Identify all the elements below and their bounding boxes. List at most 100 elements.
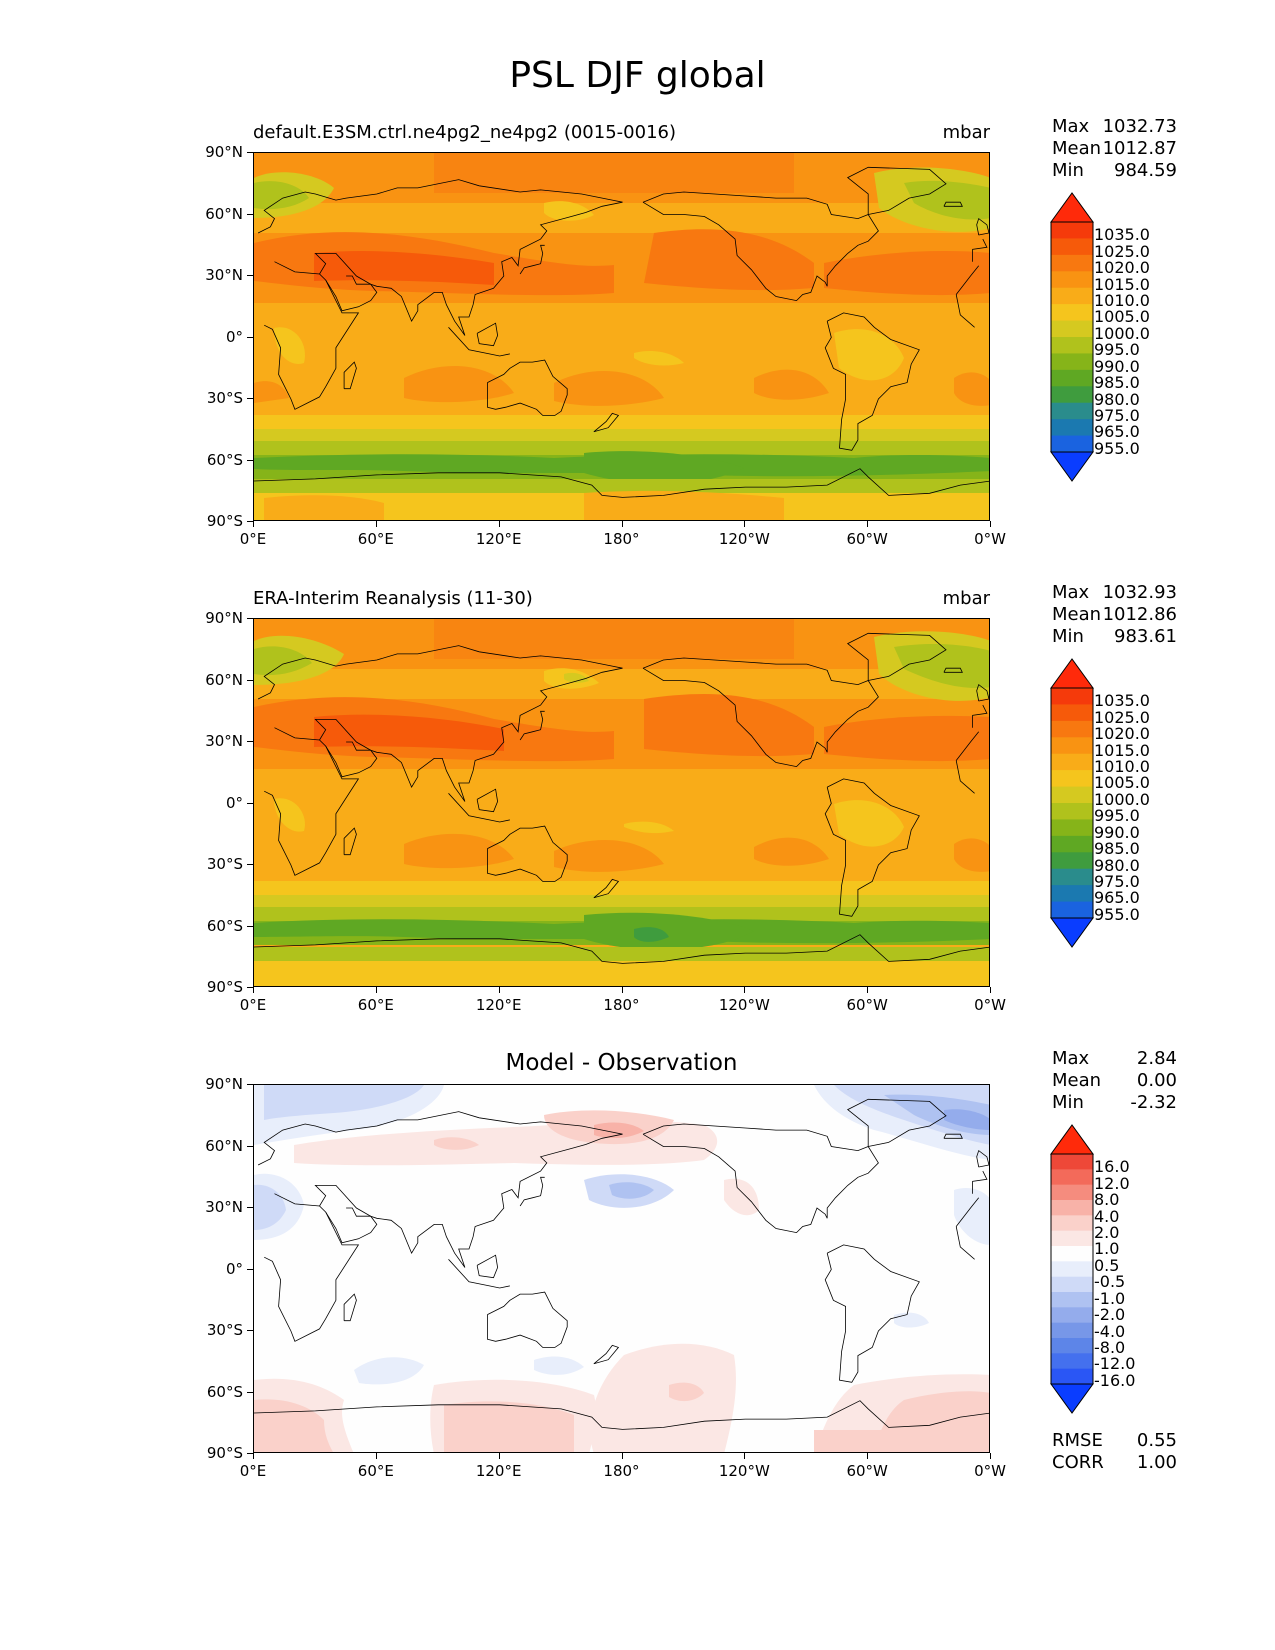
coastline [448, 793, 510, 823]
colorbar-swatch [1051, 1368, 1093, 1385]
colorbar-label: 1020.0 [1094, 258, 1150, 278]
colorbar-swatch [1051, 704, 1093, 722]
lat-tick-label: 30°S [206, 389, 243, 407]
colorbar-label: 975.0 [1094, 405, 1140, 425]
colorbar-label: 1015.0 [1094, 274, 1150, 294]
coastline [487, 359, 568, 416]
colorbar-swatch [1051, 852, 1093, 870]
lat-tick-label: 90°S [206, 978, 243, 996]
colorbar-label: -2.0 [1094, 1305, 1126, 1325]
corr-value: 1.00 [1136, 1452, 1177, 1473]
colorbar-extend-max [1050, 658, 1094, 689]
panel-2-title: ERA-Interim Reanalysis (11-30) [253, 588, 533, 609]
lat-tick [247, 1084, 253, 1085]
lat-tick [247, 1330, 253, 1331]
panel-3-stats: Max 2.84 Mean 0.00 Min -2.32 [1052, 1048, 1177, 1114]
lat-tick-label: 30°S [206, 855, 243, 873]
lon-tick [990, 521, 991, 527]
colorbar-swatch [1051, 835, 1093, 853]
lat-tick [247, 521, 253, 522]
lon-tick-label: 120°E [475, 996, 522, 1014]
colorbar-swatch [1051, 1322, 1093, 1339]
coastline [476, 788, 499, 813]
mean-value: 1012.86 [1102, 604, 1177, 625]
colorbar-swatch [1051, 304, 1093, 322]
lat-tick-label: 60°S [206, 916, 243, 935]
lat-tick [247, 152, 253, 153]
lon-tick [375, 521, 377, 527]
colorbar-swatch [1051, 868, 1093, 886]
lat-tick [247, 679, 253, 681]
lon-tick-label: 120°E [475, 1462, 522, 1480]
lon-tick-label: 180° [603, 1462, 640, 1480]
coastline [448, 327, 510, 357]
lat-tick [247, 987, 253, 988]
colorbar-label: 1.0 [1094, 1239, 1120, 1259]
colorbar-swatch [1051, 1215, 1093, 1232]
coastline [476, 322, 499, 347]
colorbar-swatch [1051, 222, 1093, 239]
lon-tick [990, 987, 991, 993]
max-label: Max [1052, 1048, 1090, 1069]
coastline [264, 261, 980, 410]
lon-tick [253, 1453, 254, 1459]
colorbar-label: 980.0 [1094, 855, 1140, 875]
colorbar-swatch [1051, 1246, 1093, 1262]
lat-tick [247, 459, 253, 461]
colorbar-swatch [1051, 753, 1093, 771]
coastline [976, 1149, 989, 1168]
colorbar-label: 985.0 [1094, 373, 1140, 393]
lon-tick-label: 60°E [357, 530, 394, 548]
coastline [487, 825, 568, 882]
colorbar-label: 1025.0 [1094, 241, 1150, 261]
coastline [343, 1293, 357, 1322]
lon-tick-label: 120°W [718, 996, 770, 1014]
lat-tick [247, 1207, 253, 1208]
min-label: Min [1052, 160, 1084, 181]
coastline [824, 312, 920, 451]
min-value: 983.61 [1114, 626, 1177, 647]
colorbar-swatch [1051, 1292, 1093, 1308]
colorbar-label: 1010.0 [1094, 290, 1150, 310]
colorbar-swatch [1051, 1276, 1093, 1293]
colorbar-swatch [1051, 320, 1093, 338]
panel-2-map [253, 618, 990, 987]
colorbar-label: 0.5 [1094, 1255, 1120, 1275]
mean-label: Mean [1052, 1070, 1102, 1091]
colorbar-swatch [1051, 254, 1093, 272]
max-value: 1032.73 [1102, 116, 1177, 137]
lon-tick-label: 0°W [974, 996, 1006, 1014]
lon-tick-label: 60°W [846, 996, 888, 1014]
coastline [519, 710, 545, 741]
lat-tick-label: 30°N [205, 1198, 243, 1216]
colorbar-swatch [1051, 786, 1093, 804]
colorbar-swatch [1051, 386, 1093, 404]
coastline [642, 191, 879, 302]
lat-tick [247, 925, 253, 927]
colorbar-swatch [1051, 885, 1093, 903]
colorbar-label: 1000.0 [1094, 789, 1150, 809]
colorbar-label: -4.0 [1094, 1321, 1126, 1341]
colorbar-label: 4.0 [1094, 1206, 1120, 1226]
min-label: Min [1052, 1092, 1084, 1113]
colorbar-label: 990.0 [1094, 356, 1140, 376]
lon-tick [375, 987, 377, 993]
lon-tick [498, 521, 500, 527]
panel-3-map [253, 1084, 990, 1453]
colorbar-label: -0.5 [1094, 1272, 1126, 1292]
coastline [314, 201, 623, 336]
colorbar-label: 955.0 [1094, 438, 1140, 458]
colorbar-label: 1020.0 [1094, 724, 1150, 744]
colorbar-swatch [1051, 271, 1093, 289]
colorbar-extend-max [1050, 192, 1094, 223]
lat-tick-label: 90°N [205, 1075, 243, 1093]
colorbar-label: 995.0 [1094, 806, 1140, 826]
min-value: 984.59 [1114, 160, 1177, 181]
lat-tick [247, 864, 253, 865]
colorbar-label: 965.0 [1094, 422, 1140, 442]
colorbar-swatch [1051, 238, 1093, 256]
panel-2-stats: Max 1032.93 Mean 1012.86 Min 983.61 [1052, 582, 1177, 648]
lon-tick-label: 0°E [239, 530, 267, 548]
coastline [976, 683, 989, 702]
coastline [846, 632, 947, 681]
